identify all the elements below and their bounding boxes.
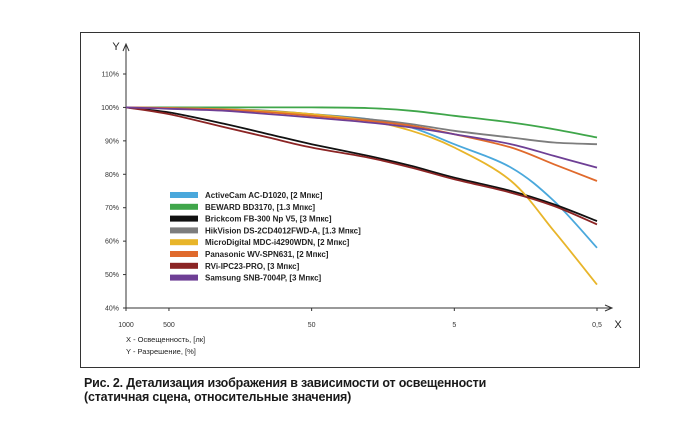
legend-swatch bbox=[170, 239, 198, 246]
legend-swatch bbox=[170, 192, 198, 198]
legend-label: RVi-IPC23-PRO, [3 Мпкс] bbox=[205, 262, 300, 271]
legend-swatch bbox=[170, 274, 198, 281]
y-tick-label: 60% bbox=[105, 239, 119, 246]
series-line-7 bbox=[125, 106, 598, 226]
y-axis-label: Y bbox=[112, 41, 120, 53]
legend-swatch bbox=[170, 262, 198, 269]
series-line-4 bbox=[125, 106, 598, 146]
legend-swatch bbox=[170, 203, 198, 210]
x-tick-label: 5 bbox=[452, 322, 456, 329]
series-line-8 bbox=[125, 106, 598, 169]
x-tick-label: 50 bbox=[308, 322, 316, 329]
legend-label: Samsung SNB-7004P, [3 Мпкс] bbox=[205, 274, 322, 283]
figure-frame bbox=[80, 32, 640, 368]
axis-note: X - Освещенность, [лк] bbox=[126, 335, 205, 344]
legend-label: Panasonic WV-SPN631, [2 Мпкс] bbox=[205, 250, 329, 259]
y-tick-label: 100% bbox=[101, 105, 119, 112]
y-tick-label: 40% bbox=[105, 306, 119, 313]
caption-line-1: Рис. 2. Детализация изображения в зависи… bbox=[84, 376, 487, 390]
legend-swatch bbox=[170, 215, 198, 222]
x-tick-label: 1000 bbox=[118, 322, 134, 329]
legend-label: BEWARD BD3170, [1.3 Мпкс] bbox=[205, 203, 315, 212]
y-tick-label: 50% bbox=[105, 272, 119, 279]
legend-label: HikVision DS-2CD4012FWD-A, [1.3 Мпкс] bbox=[205, 226, 361, 235]
y-tick-label: 90% bbox=[105, 138, 119, 145]
legend-label: Brickcom FB-300 Np V5, [3 Мпкс] bbox=[205, 215, 332, 224]
x-tick-label: 500 bbox=[163, 322, 175, 329]
figure-caption: Рис. 2. Детализация изображения в зависи… bbox=[84, 376, 486, 404]
y-tick-label: 80% bbox=[105, 172, 119, 179]
legend-swatch bbox=[170, 251, 198, 257]
y-tick-label: 110% bbox=[102, 72, 119, 79]
legend-swatch bbox=[170, 227, 198, 234]
axis-note: Y - Разрешение, [%] bbox=[126, 347, 196, 356]
legend-label: MicroDigital MDC-i4290WDN, [2 Мпкс] bbox=[205, 238, 350, 247]
x-tick-label: 0,5 bbox=[592, 322, 602, 329]
y-axis-arrow bbox=[122, 42, 130, 52]
series-line-6 bbox=[125, 106, 598, 182]
legend-label: ActiveCam AC-D1020, [2 Мпкс] bbox=[205, 191, 323, 200]
series-line-2 bbox=[125, 106, 598, 139]
caption-line-2: (статичная сцена, относительные значения… bbox=[84, 390, 352, 404]
y-tick-label: 70% bbox=[105, 205, 119, 212]
series-line-1 bbox=[125, 106, 598, 249]
x-axis-arrow bbox=[604, 304, 614, 312]
x-axis-label: X bbox=[614, 319, 622, 331]
